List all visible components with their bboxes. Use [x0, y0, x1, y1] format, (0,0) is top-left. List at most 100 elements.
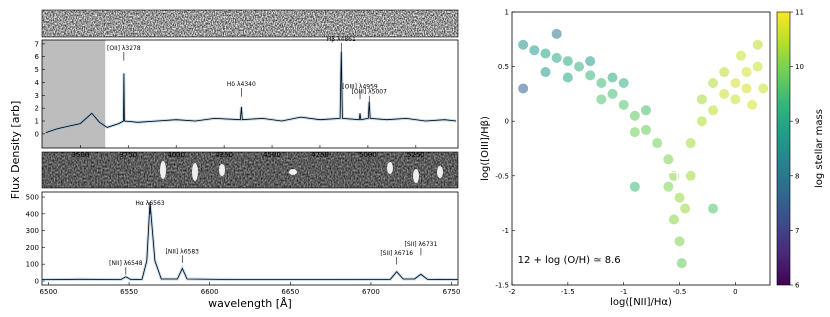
plot-frame [41, 191, 459, 286]
y-axis-label: log([OIII]/Hβ) [480, 116, 491, 181]
y-tick-label: 4 [35, 79, 40, 87]
point [719, 67, 730, 78]
spectrum-2d-mid [41, 151, 459, 189]
y-tick-label: -1 [502, 227, 509, 235]
y-tick-label: 100 [26, 261, 39, 269]
annotation: Hα λ6563 [135, 200, 164, 207]
point [719, 88, 730, 99]
colorbar-tick-label: 9 [795, 118, 799, 126]
point [747, 99, 758, 110]
point [529, 45, 540, 56]
point [629, 110, 640, 121]
point [680, 203, 691, 214]
point [708, 77, 719, 88]
colorbar-tick-label: 10 [795, 63, 804, 71]
error-band [42, 201, 458, 282]
annotation: [OII] λ3278 [107, 45, 141, 52]
point [652, 138, 663, 149]
x-tick-label: -1 [620, 288, 627, 296]
point [618, 77, 629, 88]
point [752, 61, 763, 72]
plot-frame [41, 39, 459, 149]
point [674, 192, 685, 203]
point [752, 39, 763, 50]
y-tick-label: 5 [35, 66, 39, 74]
point [518, 39, 529, 50]
point [641, 124, 652, 135]
y-axis-label: Flux Density [arb] [9, 101, 22, 200]
point [540, 48, 551, 59]
point [596, 94, 607, 105]
y-tick-label: 200 [26, 244, 39, 252]
y-tick-label: 500 [26, 194, 39, 202]
x-tick-label: -2 [509, 288, 516, 296]
annotation: [SII] λ6731 [405, 241, 438, 248]
x-tick-label: 4500 [263, 151, 281, 159]
x-tick-label: 6700 [362, 288, 380, 296]
annotation: [NII] λ6583 [166, 248, 200, 255]
x-tick-label: 5000 [359, 151, 377, 159]
y-tick-label: 1 [505, 9, 509, 17]
y-tick-label: 0 [35, 277, 39, 285]
x-tick-label: 6600 [201, 288, 219, 296]
point [585, 70, 596, 81]
point [674, 236, 685, 247]
point [668, 214, 679, 225]
point [618, 99, 629, 110]
x-tick-label: 6550 [120, 288, 138, 296]
colorbar-tick-label: 11 [795, 9, 804, 17]
point [585, 56, 596, 67]
x-tick-label: 4750 [311, 151, 329, 159]
spectrum-2d-top [41, 9, 459, 38]
y-tick-label: 0 [35, 130, 39, 138]
point [685, 138, 696, 149]
point [607, 88, 618, 99]
spectrum-line [42, 202, 458, 280]
point [735, 50, 746, 61]
y-tick-label: 7 [35, 40, 39, 48]
error-band [45, 51, 457, 135]
colorbar [776, 11, 791, 286]
y-tick-label: 0.5 [498, 63, 509, 71]
point [741, 67, 752, 78]
point [551, 52, 562, 63]
point [641, 105, 652, 116]
annotation: [NII] λ6548 [109, 260, 143, 267]
y-tick-label: 3 [35, 92, 39, 100]
annotation: [OIII] λ5007 [352, 89, 388, 96]
point [730, 77, 741, 88]
annotation: Hδ λ4340 [227, 81, 256, 88]
point [562, 56, 573, 67]
point [663, 181, 674, 192]
annotation: [OIII] λ4959 [342, 84, 378, 91]
point [518, 83, 529, 94]
point [696, 94, 707, 105]
colorbar-tick-label: 8 [795, 172, 799, 180]
plot-frame [511, 11, 771, 286]
point [596, 77, 607, 88]
point [758, 83, 769, 94]
x-tick-label: 6750 [443, 288, 461, 296]
y-tick-label: 2 [35, 105, 39, 113]
y-tick-label: -0.5 [495, 172, 509, 180]
x-axis-label: log([NII]/Hα) [610, 297, 672, 308]
x-tick-label: 4250 [215, 151, 233, 159]
point [741, 83, 752, 94]
x-tick-label: 6650 [281, 288, 299, 296]
colorbar-label: log stellar mass [814, 109, 825, 188]
point [708, 203, 719, 214]
x-tick-label: 4000 [167, 151, 185, 159]
annotation: Hβ λ4861 [327, 36, 356, 43]
y-tick-label: 6 [35, 53, 40, 61]
point [629, 181, 640, 192]
x-tick-label: 3500 [71, 151, 89, 159]
y-tick-label: 300 [26, 227, 39, 235]
annotation: 12 + log (O/H) ≃ 8.6 [518, 255, 621, 266]
point [540, 67, 551, 78]
x-tick-label: 3750 [119, 151, 137, 159]
x-tick-label: 0 [733, 288, 737, 296]
point [676, 258, 687, 269]
point [551, 28, 562, 39]
point [730, 94, 741, 105]
